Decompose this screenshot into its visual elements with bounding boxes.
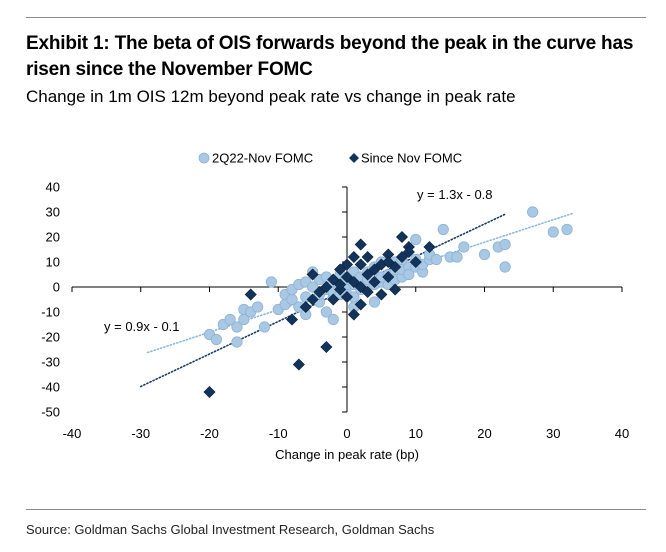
top-rule (26, 17, 646, 18)
point-since-nov-fomc (389, 260, 402, 274)
bottom-rule (26, 509, 646, 510)
point-since-nov-fomc (285, 313, 299, 326)
point-2q22-nov-fomc (527, 206, 539, 218)
point-since-nov-fomc (306, 293, 319, 306)
point-since-nov-fomc (313, 285, 326, 299)
point-since-nov-fomc (327, 273, 340, 286)
point-2q22-nov-fomc (258, 321, 271, 333)
point-2q22-nov-fomc (451, 251, 463, 263)
point-since-nov-fomc (389, 283, 402, 296)
exhibit-subtitle: Change in 1m OIS 12m beyond peak rate vs… (26, 87, 516, 106)
y-tick-label: 40 (46, 180, 60, 195)
point-since-nov-fomc (334, 278, 347, 291)
point-2q22-nov-fomc (430, 253, 442, 266)
legend-marker-since-nov (349, 153, 359, 163)
point-2q22-nov-fomc (368, 296, 381, 308)
x-tick-label: -30 (131, 426, 150, 441)
x-tick-label: -40 (63, 426, 82, 441)
x-tick-label: 0 (343, 426, 350, 441)
point-since-nov-fomc (361, 250, 374, 264)
point-2q22-nov-fomc (499, 261, 511, 273)
point-since-nov-fomc (299, 300, 312, 314)
point-since-nov-fomc (361, 285, 374, 299)
point-since-nov-fomc (340, 270, 354, 284)
plot-area: -40 -30 -20 -10 0 10 20 30 40-50-40-30-20-100102… (41, 180, 629, 463)
y-tick-label: -50 (41, 405, 60, 420)
point-2q22-nov-fomc (210, 333, 222, 346)
point-since-nov-fomc (361, 268, 374, 281)
point-since-nov-fomc (244, 288, 257, 301)
legend: 2Q22-Nov FOMC Since Nov FOMC (198, 151, 462, 166)
point-since-nov-fomc (423, 240, 436, 254)
x-tick-label: 30 (546, 426, 560, 441)
point-2q22-nov-fomc (320, 306, 332, 318)
point-since-nov-fomc (409, 255, 422, 269)
point-since-nov-fomc (375, 288, 388, 301)
x-tick-label: 10 (409, 426, 423, 441)
point-2q22-nov-fomc (437, 223, 449, 236)
point-since-nov-fomc (347, 275, 360, 289)
point-since-nov-fomc (327, 293, 340, 306)
x-tick-label: -10 (269, 426, 288, 441)
point-2q22-nov-fomc (561, 223, 573, 236)
point-2q22-nov-fomc (265, 276, 277, 288)
point-2q22-nov-fomc (410, 233, 422, 246)
point-2q22-nov-fomc (547, 226, 559, 238)
exhibit-title: Exhibit 1: The beta of OIS forwards beyo… (26, 33, 634, 80)
y-tick-label: 10 (46, 255, 60, 270)
point-since-nov-fomc (402, 245, 415, 259)
scatter-chart: 2Q22-Nov FOMC Since Nov FOMC -40 -30 -20 -10… (41, 151, 629, 463)
y-tick-label: 0 (53, 280, 60, 295)
y-tick-label: 30 (46, 205, 60, 220)
point-since-nov-fomc (306, 268, 319, 281)
point-since-nov-fomc (347, 308, 360, 321)
y-tick-label: -20 (41, 330, 60, 345)
point-since-nov-fomc (354, 298, 367, 311)
y-tick-label: -30 (41, 355, 60, 370)
y-tick-label: 20 (46, 230, 60, 245)
point-2q22-nov-fomc (231, 321, 243, 333)
trendline-label-2q22: y = 0.9x - 0.1 (104, 319, 180, 334)
trendline-label-since-nov: y = 1.3x - 0.8 (417, 187, 493, 202)
point-2q22-nov-fomc (499, 238, 511, 251)
point-since-nov-fomc (382, 255, 395, 269)
point-since-nov-fomc (320, 280, 333, 294)
point-since-nov-fomc (340, 258, 354, 271)
point-since-nov-fomc (320, 340, 333, 354)
point-2q22-nov-fomc (231, 336, 243, 348)
point-since-nov-fomc (354, 258, 367, 271)
point-since-nov-fomc (292, 358, 305, 371)
point-since-nov-fomc (347, 250, 360, 264)
point-since-nov-fomc (340, 290, 354, 304)
source-note: Source: Goldman Sachs Global Investment … (26, 522, 435, 537)
point-since-nov-fomc (395, 230, 409, 244)
x-axis-title: Change in peak rate (bp) (275, 447, 419, 462)
point-since-nov-fomc (395, 250, 409, 264)
point-since-nov-fomc (382, 270, 395, 284)
x-tick-label: 40 (615, 426, 629, 441)
legend-label-since-nov: Since Nov FOMC (361, 151, 462, 166)
point-since-nov-fomc (354, 280, 367, 294)
point-2q22-nov-fomc (327, 313, 339, 326)
x-tick-label: -20 (200, 426, 219, 441)
point-2q22-nov-fomc (403, 268, 415, 281)
point-since-nov-fomc (368, 263, 381, 276)
point-2q22-nov-fomc (458, 241, 470, 253)
point-2q22-nov-fomc (307, 281, 319, 293)
point-since-nov-fomc (354, 238, 367, 251)
y-tick-label: -40 (41, 380, 60, 395)
legend-label-2q22: 2Q22-Nov FOMC (212, 151, 313, 166)
point-2q22-nov-fomc (478, 248, 491, 261)
point-since-nov-fomc (334, 263, 347, 276)
point-since-nov-fomc (368, 275, 381, 289)
point-2q22-nov-fomc (224, 313, 236, 326)
x-tick-label: 20 (477, 426, 491, 441)
legend-marker-2q22 (198, 152, 210, 164)
y-tick-label: -10 (41, 305, 60, 320)
point-since-nov-fomc (203, 385, 216, 399)
point-2q22-nov-fomc (252, 301, 264, 313)
